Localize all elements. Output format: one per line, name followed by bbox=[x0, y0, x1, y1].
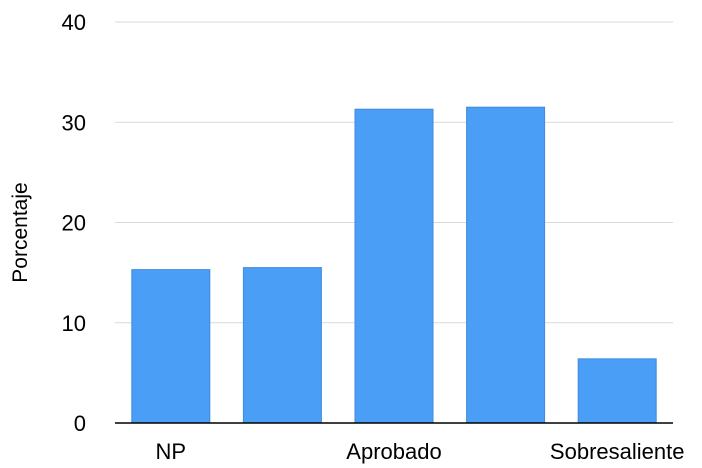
y-axis-label: Porcentaje bbox=[9, 182, 32, 282]
bar bbox=[466, 106, 546, 424]
bar bbox=[242, 267, 322, 424]
y-tick-label: 30 bbox=[62, 110, 86, 135]
y-tick-labels: 0 10 20 30 40 bbox=[62, 10, 86, 436]
bar bbox=[577, 358, 657, 424]
y-tick-label: 10 bbox=[62, 311, 86, 336]
bar bbox=[131, 269, 211, 424]
x-tick-labels: NP Aprobado Sobresaliente bbox=[156, 439, 685, 464]
x-tick-label: Aprobado bbox=[346, 439, 441, 464]
y-tick-label: 0 bbox=[74, 411, 86, 436]
bars bbox=[131, 106, 657, 424]
bar bbox=[354, 108, 434, 424]
x-tick-label: Sobresaliente bbox=[550, 439, 685, 464]
x-tick-label: NP bbox=[156, 439, 187, 464]
y-tick-label: 40 bbox=[62, 10, 86, 35]
y-tick-label: 20 bbox=[62, 211, 86, 236]
